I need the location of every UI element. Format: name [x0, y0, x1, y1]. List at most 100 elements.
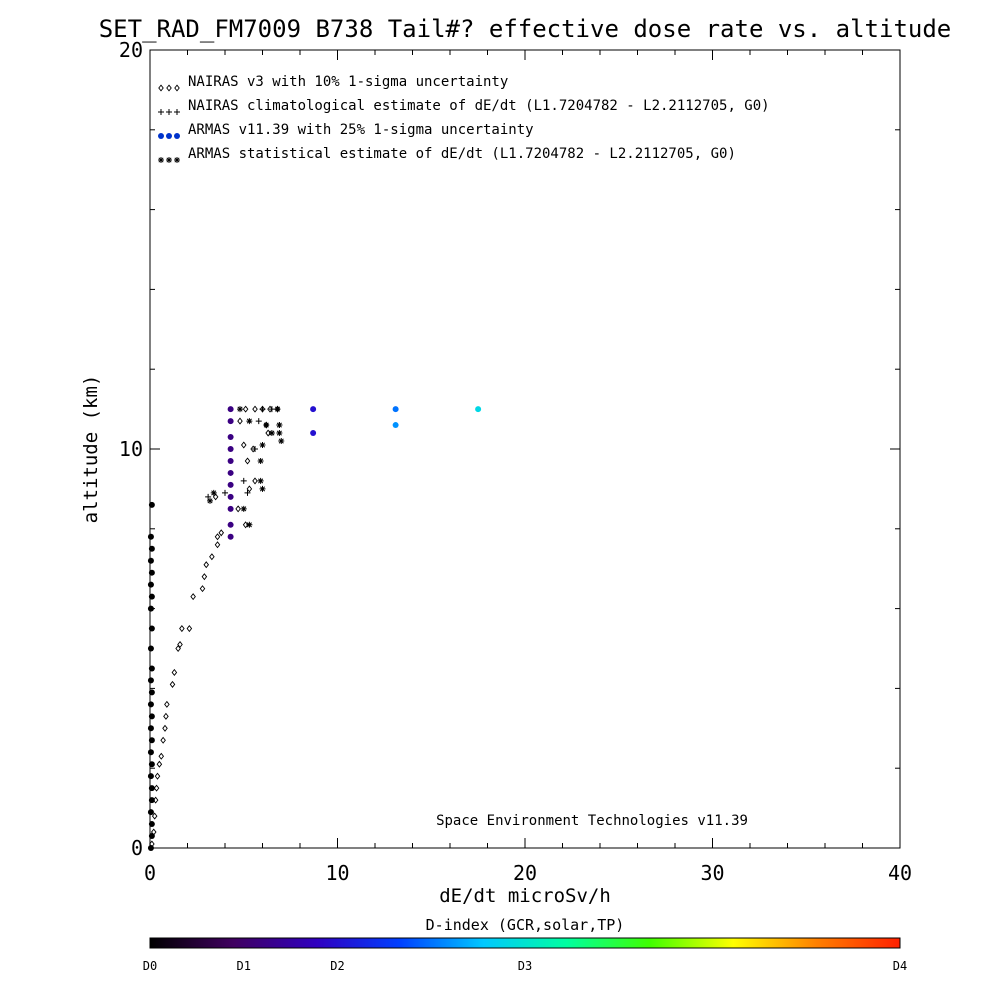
dot-point-shape — [147, 677, 154, 684]
dot-point — [147, 581, 154, 588]
dot-point-shape — [227, 446, 234, 452]
diamond-point — [237, 417, 243, 425]
legend-marker — [166, 84, 172, 92]
legend-marker — [174, 133, 180, 139]
diamond-point-shape — [240, 441, 247, 449]
legend-marker-shape — [166, 84, 172, 92]
diamond-point-shape — [190, 593, 196, 601]
dot-point-shape — [147, 725, 154, 732]
legend-marker-shape — [174, 84, 180, 92]
legend-marker — [158, 109, 164, 115]
dot-point-shape — [227, 493, 234, 500]
x-tick-label: 10 — [325, 861, 349, 885]
dot-point — [147, 557, 154, 564]
diamond-point-shape — [169, 680, 176, 688]
legend-marker-shape — [174, 109, 180, 115]
x-tick-labels: 0 10 20 30 40 — [144, 861, 912, 885]
dot-point-shape — [227, 406, 234, 413]
legend-marker-shape — [174, 157, 180, 163]
dot-point — [147, 533, 154, 540]
colorbar-tick-label: D0 — [143, 959, 157, 973]
diamond-point — [171, 668, 178, 676]
credit-annotation: Space Environment Technologies v11.39 — [436, 813, 748, 829]
legend-marker-shape — [166, 109, 172, 115]
legend-marker-shape — [158, 84, 164, 92]
plus-point — [255, 418, 262, 425]
legend-marker-shape — [158, 133, 164, 139]
diamond-point-shape — [244, 457, 251, 465]
dot-point-shape — [475, 406, 482, 413]
legend-entry: ARMAS v11.39 with 25% 1-sigma uncertaint… — [158, 122, 534, 139]
dot-point-shape — [147, 809, 154, 816]
legend-marker — [166, 133, 172, 139]
legend-marker — [166, 109, 172, 115]
legend-entry: NAIRAS climatological estimate of dE/dt … — [158, 98, 770, 115]
diamond-point — [164, 700, 170, 708]
x-tick-label: 30 — [700, 861, 724, 885]
asterisk-point-shape — [237, 406, 243, 413]
diamond-point-shape — [214, 541, 221, 549]
diamond-point-shape — [158, 752, 165, 760]
dot-point-shape — [147, 557, 154, 564]
data-points — [147, 405, 482, 851]
diamond-point-shape — [156, 760, 163, 768]
diamond-point-shape — [214, 533, 221, 541]
y-tick-labels: 0 10 20 — [119, 38, 143, 860]
dot-point — [227, 533, 234, 540]
colorbar-ticks: D0 D1 D2 D3 D4 — [143, 959, 907, 973]
dot-point — [310, 406, 317, 413]
asterisk-point-shape — [274, 406, 281, 413]
diamond-point — [242, 405, 249, 413]
diamond-point-shape — [199, 585, 206, 593]
dot-point-shape — [227, 505, 234, 512]
dot-point — [227, 434, 234, 441]
diamond-point — [153, 784, 160, 792]
plus-point-shape — [255, 418, 262, 425]
plot-frame — [149, 49, 901, 849]
dot-point-shape — [310, 430, 317, 437]
diamond-point — [163, 712, 169, 720]
diamond-point-shape — [163, 712, 169, 720]
asterisk-point — [246, 521, 253, 528]
diamond-point — [199, 585, 206, 593]
plus-point — [244, 489, 251, 496]
plus-point-shape — [259, 406, 266, 413]
dot-point — [227, 521, 234, 528]
dot-point — [147, 725, 154, 732]
diamond-point — [235, 505, 241, 513]
y-axis-label: altitude (km) — [80, 375, 102, 524]
diamond-point — [179, 625, 185, 633]
diamond-point — [151, 812, 158, 820]
legend-label: ARMAS v11.39 with 25% 1-sigma uncertaint… — [188, 122, 534, 138]
dot-point — [227, 418, 234, 425]
diamond-point — [162, 724, 168, 732]
dot-point — [147, 773, 154, 780]
plus-point-shape — [240, 477, 247, 484]
legend-entry: NAIRAS v3 with 10% 1-sigma uncertainty — [158, 74, 508, 92]
asterisk-point-shape — [246, 521, 253, 528]
chart-title: SET_RAD_FM7009 B738 Tail#? effective dos… — [99, 15, 952, 43]
diamond-point — [169, 680, 176, 688]
x-tick-label: 20 — [513, 861, 537, 885]
diamond-point — [177, 640, 183, 649]
dot-point-shape — [147, 533, 154, 540]
diamond-point — [246, 485, 253, 493]
dot-point-shape — [227, 434, 234, 441]
y-tick-label: 0 — [131, 836, 143, 860]
diamond-point-shape — [218, 529, 225, 537]
asterisk-point — [210, 489, 217, 496]
diamond-point-shape — [154, 772, 161, 780]
dot-point — [147, 677, 154, 684]
diamond-point-shape — [164, 700, 170, 708]
diamond-point — [156, 760, 163, 768]
plus-point-shape — [252, 446, 258, 452]
diamond-point — [242, 521, 249, 529]
legend-label: NAIRAS v3 with 10% 1-sigma uncertainty — [188, 74, 508, 90]
plus-point-shape — [222, 489, 228, 496]
dot-point — [475, 406, 482, 413]
colorbar-tick-label: D2 — [330, 959, 344, 973]
legend: NAIRAS v3 with 10% 1-sigma uncertainty NA… — [158, 74, 770, 163]
dot-point — [392, 406, 399, 413]
diamond-point-shape — [177, 640, 183, 649]
